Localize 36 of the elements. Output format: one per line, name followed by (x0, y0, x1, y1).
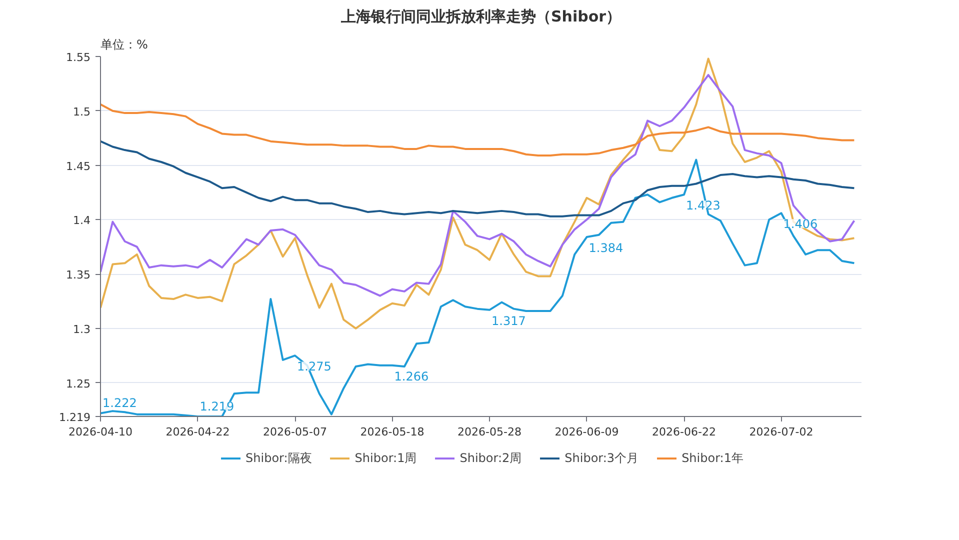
x-tick-label: 2026-05-18 (360, 426, 424, 438)
line-series (100, 140, 856, 218)
x-tick-label: 2026-07-02 (749, 426, 814, 438)
legend-label: Shibor:1年 (682, 450, 744, 466)
y-tick-label: 1.55 (66, 51, 91, 64)
data-label: 1.266 (394, 369, 429, 384)
data-label: 1.317 (492, 314, 526, 328)
y-tick-label: 1.5 (73, 105, 91, 118)
legend-label: Shibor:隔夜 (246, 450, 312, 466)
data-label: 1.423 (686, 198, 720, 213)
chart-title: 上海银行间同业拆放利率走势（Shibor） (340, 8, 622, 26)
y-tick-label: 1.4 (73, 214, 91, 228)
data-label: 1.219 (200, 400, 234, 414)
line-series (100, 158, 856, 416)
y-tick-label: 1.35 (66, 268, 91, 282)
line-series (100, 58, 856, 330)
data-label: 1.384 (588, 241, 624, 256)
legend-label: Shibor:3个月 (564, 450, 639, 466)
y-tick-label: 1.45 (66, 160, 91, 173)
x-tick-label: 2026-04-10 (68, 426, 132, 438)
y-tick-label: 1.3 (73, 322, 91, 336)
legend-label: Shibor:2周 (460, 450, 522, 466)
x-tick-label: 2026-06-09 (554, 426, 619, 438)
line-series (100, 103, 856, 156)
legend-label: Shibor:1周 (354, 450, 417, 466)
x-tick-label: 2026-05-07 (263, 426, 327, 438)
x-tick-label: 2026-06-22 (652, 426, 716, 438)
x-tick-label: 2026-04-22 (166, 426, 230, 438)
data-label: 1.406 (783, 217, 818, 232)
line-series (100, 74, 856, 297)
x-tick-label: 2026-05-28 (458, 426, 522, 438)
y-tick-label: 1.25 (66, 377, 91, 390)
y-tick-label: 1.219 (59, 411, 91, 424)
data-label: 1.222 (102, 396, 137, 410)
y-axis-title: 单位：% (100, 38, 148, 52)
data-label: 1.275 (297, 360, 332, 374)
